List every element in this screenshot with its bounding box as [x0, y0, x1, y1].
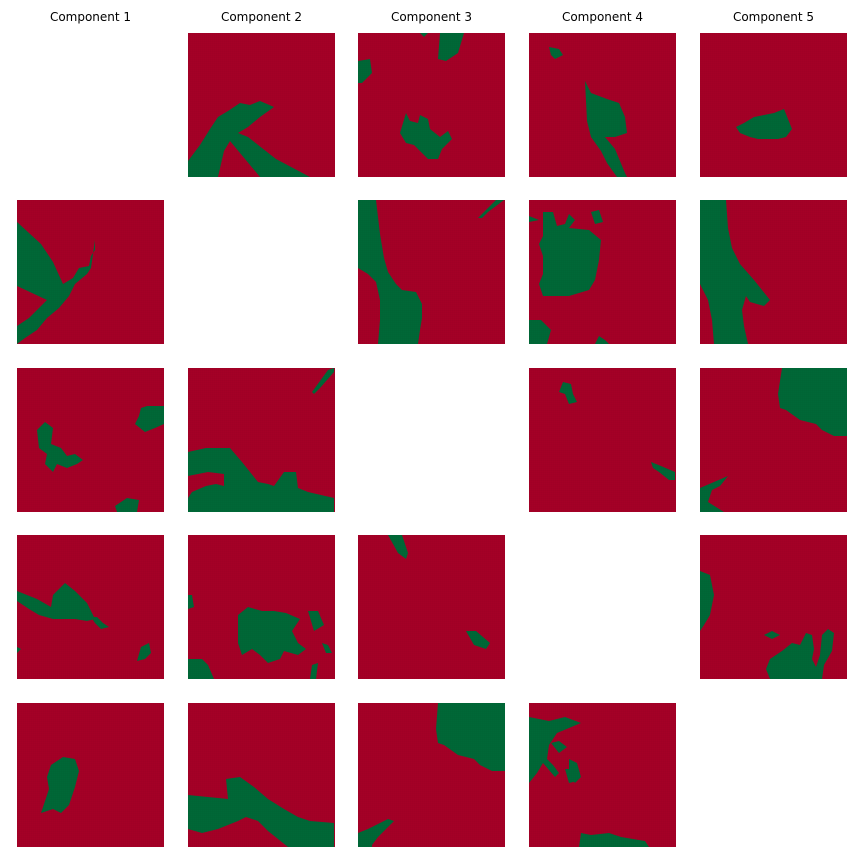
heatmap-panel-r2-c4	[529, 200, 676, 344]
column-title-1: Component 1	[50, 10, 131, 24]
heatmap-panel-r3-c4	[529, 368, 676, 512]
heatmap-panel-r1-c3	[358, 33, 505, 177]
heatmap-panel-content	[188, 33, 335, 177]
column-title-3: Component 3	[391, 10, 472, 24]
heatmap-cell-grid	[17, 200, 164, 344]
heatmap-cell-grid	[17, 703, 164, 847]
heatmap-panel-r3-c2	[188, 368, 335, 512]
heatmap-panel-content	[358, 33, 505, 177]
heatmap-cell-grid	[358, 200, 505, 344]
heatmap-cell-grid	[188, 535, 335, 679]
heatmap-panel-content	[358, 703, 505, 847]
column-titles: Component 1 Component 2 Component 3 Comp…	[50, 10, 814, 24]
heatmap-panel-r4-c3	[358, 535, 505, 679]
heatmap-cell-grid	[700, 33, 847, 177]
heatmap-cell-grid	[700, 200, 847, 344]
heatmap-cell-grid	[529, 200, 676, 344]
column-title-4: Component 4	[562, 10, 643, 24]
heatmap-panel-r5-c2	[188, 703, 335, 847]
heatmap-panel-r4-c1	[17, 535, 164, 679]
heatmap-panel-content	[700, 33, 847, 177]
heatmap-panel-r5-c4	[529, 703, 676, 847]
heatmap-panel-content	[700, 200, 847, 344]
heatmap-panel-content	[188, 535, 335, 679]
heatmap-panel-r5-c1	[17, 703, 164, 847]
heatmap-cell-grid	[358, 33, 505, 177]
heatmap-panel-r3-c5	[700, 368, 847, 512]
heatmap-cell-grid	[529, 33, 676, 177]
heatmap-panel-content	[700, 535, 847, 679]
heatmap-cell-grid	[700, 535, 847, 679]
heatmap-panel-content	[529, 703, 676, 847]
heatmap-panel-r1-c4	[529, 33, 676, 177]
heatmap-cell-grid	[700, 368, 847, 512]
heatmap-panel-r3-c1	[17, 368, 165, 512]
heatmap-panel-r5-c3	[358, 703, 505, 847]
panels	[17, 33, 847, 847]
heatmap-panel-r2-c1	[17, 200, 164, 344]
heatmap-panel-content	[17, 200, 164, 344]
heatmap-panel-content	[529, 33, 676, 177]
heatmap-panel-content	[529, 368, 676, 512]
heatmap-panel-content	[17, 535, 164, 679]
heatmap-panel-r2-c3	[358, 200, 505, 344]
heatmap-panel-content	[358, 200, 505, 344]
heatmap-panel-content	[358, 535, 505, 679]
column-title-2: Component 2	[221, 10, 302, 24]
heatmap-cell-grid	[358, 703, 505, 847]
heatmap-panel-content	[17, 703, 164, 847]
heatmap-panel-r4-c2	[188, 535, 335, 679]
heatmap-panel-r4-c5	[700, 535, 847, 679]
heatmap-cell-grid	[188, 703, 335, 847]
heatmap-panel-content	[17, 368, 165, 512]
heatmap-cell-grid	[17, 368, 164, 512]
heatmap-panel-content	[529, 200, 676, 344]
heatmap-panel-content	[188, 368, 335, 512]
heatmap-cell-grid	[188, 33, 335, 177]
heatmap-panel-r2-c5	[700, 200, 847, 344]
heatmap-cell-grid	[188, 368, 335, 512]
heatmap-cell-grid	[358, 535, 505, 679]
heatmap-cell-grid	[529, 703, 676, 847]
heatmap-cell-grid	[529, 368, 676, 512]
heatmap-panel-content	[700, 368, 847, 512]
heatmap-panel-r1-c5	[700, 33, 847, 177]
heatmap-panel-r1-c2	[188, 33, 335, 177]
heatmap-panel-content	[188, 703, 335, 847]
heatmap-cell-grid	[17, 535, 164, 679]
column-title-5: Component 5	[733, 10, 814, 24]
